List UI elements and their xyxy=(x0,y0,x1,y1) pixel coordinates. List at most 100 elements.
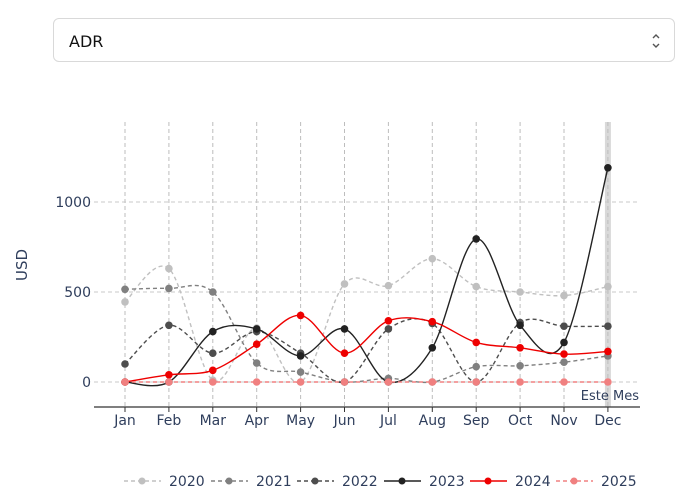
legend-label: 2025 xyxy=(601,474,637,490)
data-point[interactable] xyxy=(165,284,173,293)
data-point[interactable] xyxy=(296,378,305,386)
legend-item-2020[interactable]: 2020 xyxy=(124,474,205,490)
data-point[interactable] xyxy=(604,282,612,291)
chevron-updown-icon xyxy=(652,34,660,48)
legend-marker xyxy=(225,477,233,485)
data-point[interactable] xyxy=(516,288,524,296)
series-2020 xyxy=(121,254,612,386)
data-point[interactable] xyxy=(209,288,217,296)
data-point[interactable] xyxy=(472,282,481,291)
data-point[interactable] xyxy=(209,366,217,375)
legend-item-2021[interactable]: 2021 xyxy=(211,474,292,490)
data-point[interactable] xyxy=(604,322,612,331)
data-point[interactable] xyxy=(209,378,217,386)
metric-select[interactable]: ADR xyxy=(53,18,675,62)
axes: 0 500 1000 Jan Feb Mar Apr May Jun Jul Aug Sep Oct No… xyxy=(13,195,640,429)
series-2025 xyxy=(121,378,612,386)
legend-item-2022[interactable]: 2022 xyxy=(297,474,378,490)
legend-marker xyxy=(138,477,146,485)
data-point[interactable] xyxy=(560,378,568,386)
data-point[interactable] xyxy=(340,325,349,333)
data-point[interactable] xyxy=(516,362,524,370)
data-point[interactable] xyxy=(560,358,568,367)
y-tick-label: 500 xyxy=(64,285,91,301)
data-point[interactable] xyxy=(560,322,568,331)
data-point[interactable] xyxy=(472,338,481,347)
data-point[interactable] xyxy=(296,311,305,320)
data-point[interactable] xyxy=(384,281,393,290)
legend-marker xyxy=(311,477,319,485)
data-point[interactable] xyxy=(340,349,349,358)
legend-label: 2022 xyxy=(342,474,378,490)
data-point[interactable] xyxy=(121,285,129,294)
x-tick-label: Apr xyxy=(245,413,269,429)
x-tick-label: Oct xyxy=(508,413,533,429)
series-line-2023 xyxy=(124,167,609,387)
data-point[interactable] xyxy=(252,378,261,386)
data-point[interactable] xyxy=(560,291,568,300)
data-point[interactable] xyxy=(428,344,437,352)
legend-item-2025[interactable]: 2025 xyxy=(556,474,637,490)
y-axis-title: USD xyxy=(13,249,31,281)
data-point[interactable] xyxy=(209,349,217,358)
series-2023 xyxy=(121,164,612,387)
legend-marker xyxy=(398,477,406,485)
data-point[interactable] xyxy=(340,378,349,386)
x-tick-label: Aug xyxy=(419,413,446,429)
data-point[interactable] xyxy=(165,321,173,330)
data-point[interactable] xyxy=(165,378,173,386)
data-point[interactable] xyxy=(428,378,437,386)
data-point[interactable] xyxy=(472,235,481,243)
data-point[interactable] xyxy=(384,378,393,386)
series-2024 xyxy=(121,311,612,386)
metric-select-value: ADR xyxy=(69,32,104,51)
y-tick-label: 1000 xyxy=(55,195,91,211)
data-point[interactable] xyxy=(165,371,173,379)
data-point[interactable] xyxy=(165,264,173,273)
series-2021 xyxy=(121,284,612,386)
y-tick-label: 0 xyxy=(82,375,91,391)
data-point[interactable] xyxy=(384,317,393,325)
legend-item-2023[interactable]: 2023 xyxy=(384,474,465,490)
legend-label: 2020 xyxy=(169,474,205,490)
grid xyxy=(94,122,640,407)
data-point[interactable] xyxy=(384,325,393,333)
x-tick-label: Feb xyxy=(157,413,182,429)
data-point[interactable] xyxy=(252,359,261,367)
data-point[interactable] xyxy=(121,378,129,386)
data-point[interactable] xyxy=(472,362,481,371)
data-point[interactable] xyxy=(472,378,481,386)
data-point[interactable] xyxy=(252,340,261,349)
legend-item-2024[interactable]: 2024 xyxy=(470,474,551,490)
series-line-2020 xyxy=(124,257,609,383)
data-point[interactable] xyxy=(516,321,524,330)
legend-label: 2024 xyxy=(515,474,551,490)
data-point[interactable] xyxy=(604,347,612,356)
data-point[interactable] xyxy=(428,317,437,326)
data-point[interactable] xyxy=(296,352,305,360)
data-point[interactable] xyxy=(209,327,217,336)
data-point[interactable] xyxy=(121,298,129,306)
x-tick-label: Jan xyxy=(113,413,136,429)
legend-label: 2023 xyxy=(429,474,465,490)
legend-marker xyxy=(570,477,578,485)
data-point[interactable] xyxy=(296,368,305,376)
data-point[interactable] xyxy=(516,378,524,386)
series-line-2021 xyxy=(124,284,608,384)
data-point[interactable] xyxy=(428,254,437,263)
data-point[interactable] xyxy=(560,350,568,358)
data-point[interactable] xyxy=(604,378,612,386)
series-layer xyxy=(121,164,612,387)
x-tick-label: Dec xyxy=(594,413,621,429)
data-point[interactable] xyxy=(340,280,349,288)
legend-marker xyxy=(484,477,492,485)
data-point[interactable] xyxy=(252,325,261,333)
x-tick-label: Mar xyxy=(200,413,227,429)
data-point[interactable] xyxy=(121,360,129,368)
data-point[interactable] xyxy=(516,344,524,352)
x-tick-label: Jun xyxy=(333,413,356,429)
data-point[interactable] xyxy=(560,338,568,347)
data-point[interactable] xyxy=(604,164,612,172)
current-month-annotation: Este Mes xyxy=(581,389,639,404)
